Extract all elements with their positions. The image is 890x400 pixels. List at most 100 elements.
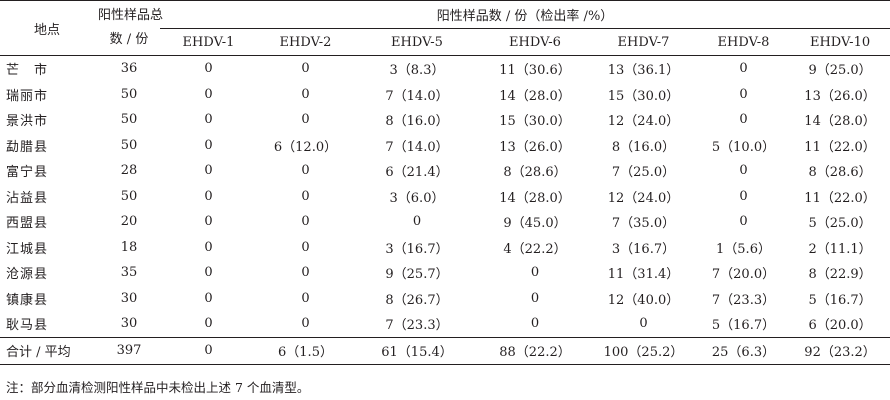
table-row: 勐腊县 50 0 6（12.0） 7（14.0） 13（26.0） 8（16.0） 5（10.… — [0, 133, 890, 159]
value-cell: 13（26.0） — [804, 88, 876, 104]
value-cell: 5（10.0） — [711, 139, 776, 155]
value-cell: 0 — [160, 336, 257, 365]
serotype-header-ehdv-7: EHDV-7 — [617, 34, 670, 50]
value-cell: 7（23.3） — [711, 292, 776, 308]
total-count-cell: 36 — [98, 55, 160, 82]
location-cell: 芒 市 — [0, 55, 98, 82]
value-cell: 0 — [301, 239, 310, 255]
serotype-header-ehdv-2: EHDV-2 — [279, 34, 332, 50]
value-cell: 0 — [301, 290, 310, 306]
value-cell: 15（30.0） — [499, 114, 571, 130]
value-cell: 0 — [301, 112, 310, 128]
table-row: 耿马县 30 0 0 7（23.3） 0 0 5（16.7） 6（20.0） — [0, 311, 890, 337]
serotype-header-ehdv-1: EHDV-1 — [182, 34, 235, 50]
table-row: 沾益县 50 0 0 3（6.0） 14（28.0） 12（24.0） 0 11（22.0） — [0, 184, 890, 210]
total-count-cell: 50 — [120, 86, 138, 102]
value-cell: 9（25.0） — [790, 55, 890, 82]
location-cell: 富宁县 — [6, 165, 49, 181]
value-cell: 15（30.0） — [607, 88, 680, 104]
positive-group-header: 阳性样品数 / 份（检出率 /%） — [160, 0, 890, 29]
location-cell: 沧源县 — [6, 267, 49, 283]
value-cell: 100（25.2） — [590, 336, 697, 365]
total-count-cell: 18 — [120, 239, 138, 255]
value-cell: 25（6.3） — [697, 336, 790, 365]
value-cell: 0 — [739, 163, 748, 179]
value-cell: 8（28.6） — [808, 165, 872, 181]
location-cell: 勐腊县 — [6, 139, 49, 155]
value-cell: 12（40.0） — [607, 292, 680, 308]
total-count-cell: 35 — [120, 265, 138, 281]
total-count-cell: 50 — [120, 188, 138, 204]
value-cell: 5（16.7） — [711, 318, 776, 334]
table-header: 地点 阳性样品总 数 / 份 阳性样品数 / 份（检出率 /%） EHDV-1 E… — [0, 0, 890, 56]
table-row: 江城县 18 0 0 3（16.7） 4（22.2） 3（16.7） 1（5.6） 2（11.1… — [0, 235, 890, 261]
value-cell: 0 — [697, 55, 790, 82]
value-cell: 0 — [639, 316, 648, 332]
value-cell: 0 — [739, 188, 748, 204]
table-row: 西盟县 20 0 0 0 9（45.0） 7（35.0） 0 5（25.0） — [0, 209, 890, 235]
table-row: 景洪市 50 0 0 8（16.0） 15（30.0） 12（24.0） 0 14（28.0） — [0, 107, 890, 133]
value-cell: 0 — [301, 188, 310, 204]
value-cell: 11（22.0） — [804, 190, 876, 206]
value-cell: 4（22.2） — [503, 241, 567, 257]
value-cell: 0 — [204, 163, 213, 179]
serotype-header-ehdv-6: EHDV-6 — [509, 34, 561, 50]
value-cell: 7（20.0） — [711, 267, 776, 283]
total-count-cell: 28 — [120, 163, 138, 179]
value-cell: 7（14.0） — [385, 88, 449, 104]
value-cell: 8（16.0） — [611, 139, 676, 155]
value-cell: 6（1.5） — [257, 336, 354, 365]
total-count-cell: 30 — [120, 290, 138, 306]
table-row: 富宁县 28 0 0 6（21.4） 8（28.6） 7（25.0） 0 8（28.6） — [0, 158, 890, 184]
serotype-header-ehdv-8: EHDV-8 — [717, 34, 770, 50]
value-cell: 14（28.0） — [804, 114, 876, 130]
value-cell: 0 — [530, 316, 540, 332]
value-cell: 11（22.0） — [804, 139, 876, 155]
value-cell: 0 — [301, 163, 310, 179]
location-cell: 西盟县 — [6, 216, 49, 232]
value-cell: 7（23.3） — [385, 318, 449, 334]
location-cell: 沾益县 — [6, 190, 49, 206]
table-row: 沧源县 35 0 0 9（25.7） 0 11（31.4） 7（20.0） 8（22.9） — [0, 260, 890, 286]
value-cell: 3（6.0） — [389, 190, 445, 206]
value-cell: 0 — [301, 265, 310, 281]
value-cell: 0 — [204, 290, 213, 306]
total-count-cell: 30 — [120, 316, 138, 332]
total-count-cell: 50 — [120, 137, 138, 153]
value-cell: 92（23.2） — [790, 336, 890, 365]
total-count-header-line1: 阳性样品总 — [98, 8, 164, 23]
value-cell: 6（12.0） — [273, 139, 338, 155]
location-cell: 镇康县 — [6, 292, 49, 308]
value-cell: 0 — [301, 86, 310, 102]
location-cell: 合计 / 平均 — [0, 336, 98, 365]
value-cell: 12（24.0） — [607, 114, 680, 130]
value-cell: 0 — [530, 265, 540, 281]
location-cell: 景洪市 — [6, 114, 49, 130]
value-cell: 3（16.7） — [385, 241, 449, 257]
value-cell: 8（16.0） — [385, 114, 449, 130]
value-cell: 6（21.4） — [385, 165, 449, 181]
value-cell: 6（20.0） — [808, 318, 872, 334]
value-cell: 0 — [301, 316, 310, 332]
table-row: 芒 市 36 0 0 3（8.3） 11（30.6） 13（36.1） 0 9（25.0） — [0, 55, 890, 82]
value-cell: 0 — [739, 86, 748, 102]
value-cell: 0 — [739, 214, 748, 230]
value-cell: 0 — [739, 112, 748, 128]
data-table: 地点 阳性样品总 数 / 份 阳性样品数 / 份（检出率 /%） EHDV-1 E… — [0, 0, 890, 365]
value-cell: 9（25.7） — [385, 267, 449, 283]
serotype-header-ehdv-10: EHDV-10 — [809, 34, 871, 50]
location-cell: 瑞丽市 — [6, 88, 49, 104]
table-row: 瑞丽市 50 0 0 7（14.0） 14（28.0） 15（30.0） 0 13（26.0） — [0, 82, 890, 108]
value-cell: 61（15.4） — [354, 336, 480, 365]
value-cell: 8（28.6） — [503, 165, 567, 181]
value-cell: 11（30.6） — [480, 55, 590, 82]
value-cell: 0 — [301, 214, 310, 230]
value-cell: 9（45.0） — [503, 216, 567, 232]
value-cell: 88（22.2） — [480, 336, 590, 365]
table-note: 注：部分血清检测阳性样品中未检出上述 7 个血清型。 — [6, 380, 310, 395]
value-cell: 0 — [204, 316, 213, 332]
value-cell: 1（5.6） — [716, 241, 771, 257]
total-count-cell: 20 — [120, 214, 138, 230]
location-cell: 耿马县 — [6, 318, 49, 334]
value-cell: 0 — [412, 214, 422, 230]
